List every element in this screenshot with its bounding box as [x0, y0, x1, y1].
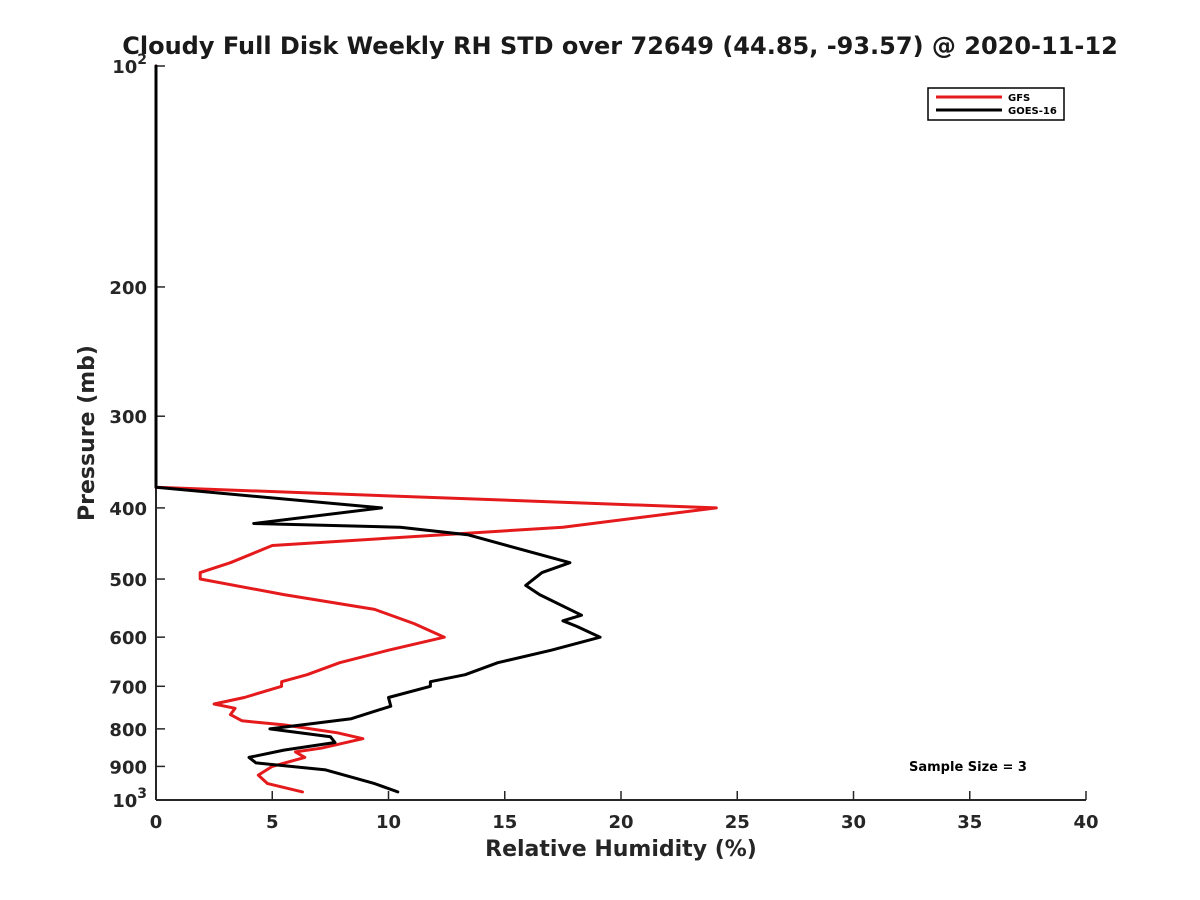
y-tick-label: 800 — [109, 720, 147, 741]
y-tick-label: 300 — [109, 407, 147, 428]
axes — [155, 66, 1086, 801]
legend-label-gfs: GFS — [1008, 93, 1030, 104]
x-axis-label: Relative Humidity (%) — [485, 837, 757, 862]
y-tick-label: 102 — [112, 52, 147, 78]
y-tick-label: 900 — [109, 757, 147, 778]
y-tick-label: 200 — [109, 278, 147, 299]
legend-label-goes-16: GOES-16 — [1008, 106, 1057, 117]
y-tick-label-base: 400 — [109, 499, 147, 520]
x-tick-label: 35 — [957, 812, 982, 833]
chart-title: Cloudy Full Disk Weekly RH STD over 7264… — [122, 32, 1118, 60]
x-tick-label: 30 — [841, 812, 866, 833]
y-tick-label-base: 700 — [109, 677, 147, 698]
y-tick-label-base: 200 — [109, 278, 147, 299]
x-tick-label: 15 — [492, 812, 517, 833]
y-tick-label-base: 10 — [112, 57, 137, 78]
y-tick-label-base: 800 — [109, 720, 147, 741]
y-tick-label-exponent: 2 — [137, 52, 147, 68]
x-ticks: 0 5 10 15 20 25 30 35 40 — [150, 791, 1099, 833]
y-tick-label-base: 500 — [109, 570, 147, 591]
x-tick-label: 20 — [608, 812, 633, 833]
x-tick-label: 25 — [725, 812, 750, 833]
sample-size-annotation: Sample Size = 3 — [909, 760, 1027, 775]
y-tick-label-base: 300 — [109, 407, 147, 428]
y-tick-label: 500 — [109, 570, 147, 591]
y-tick-label: 600 — [109, 628, 147, 649]
x-tick-label: 10 — [376, 812, 401, 833]
y-tick-label: 400 — [109, 499, 147, 520]
x-tick-label: 0 — [150, 812, 163, 833]
legend: GFS GOES-16 — [927, 87, 1065, 121]
y-axis-label: Pressure (mb) — [75, 345, 100, 521]
y-tick-label-base: 900 — [109, 757, 147, 778]
y-tick-label-exponent: 3 — [137, 786, 147, 802]
series-layer — [154, 64, 718, 794]
y-tick-label-base: 10 — [112, 791, 137, 812]
x-tick-label: 40 — [1073, 812, 1098, 833]
y-tick-label: 700 — [109, 677, 147, 698]
series-line-goes-16 — [154, 64, 602, 794]
y-tick-label: 103 — [112, 786, 147, 812]
series-line-gfs — [154, 64, 718, 794]
legend-box — [927, 87, 1065, 121]
y-tick-label-base: 600 — [109, 628, 147, 649]
x-tick-label: 5 — [266, 812, 279, 833]
